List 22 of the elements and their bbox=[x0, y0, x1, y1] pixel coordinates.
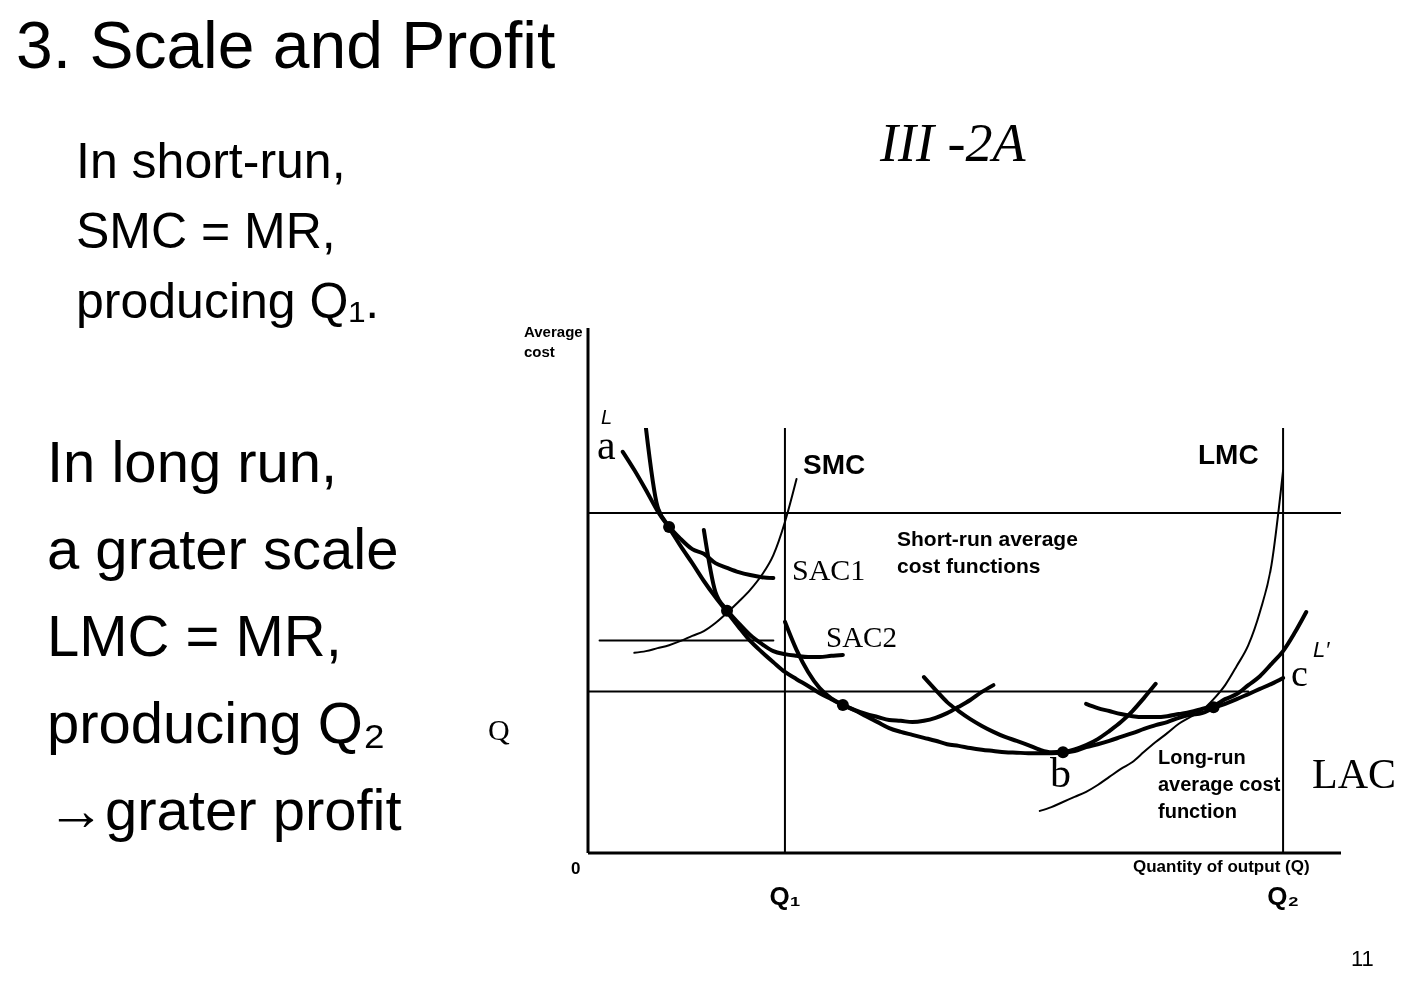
text: In long run, a grater scale LMC = MR, producing Q₂ →grater profit bbox=[47, 428, 402, 844]
x-axis-title: Quantity of output (Q) bbox=[1133, 857, 1310, 877]
text: 0 bbox=[571, 859, 581, 879]
text: L bbox=[601, 406, 613, 429]
text: 11 bbox=[1351, 946, 1374, 972]
annotation: Short-run average cost functions bbox=[897, 526, 1078, 579]
text: III -2A bbox=[880, 112, 1026, 175]
series-label: SAC2 bbox=[826, 621, 897, 655]
annotation: b bbox=[1050, 749, 1071, 798]
annotation: Long-run average cost function bbox=[1158, 745, 1281, 824]
x-tick-label: Q₁ bbox=[769, 881, 801, 911]
annotation: L′ bbox=[1313, 637, 1330, 663]
series-label: LAC bbox=[1312, 750, 1396, 799]
text: Q bbox=[488, 713, 510, 748]
series-label: SAC1 bbox=[792, 553, 866, 588]
y-axis-title: Average cost bbox=[524, 322, 583, 362]
chart-title: 3. Scale and Profit bbox=[16, 8, 556, 84]
annotation: c bbox=[1291, 652, 1308, 696]
series-label: SMC bbox=[803, 449, 866, 482]
text: In short-run, SMC = MR, producing Q₁. bbox=[76, 132, 380, 331]
series-label: LMC bbox=[1198, 439, 1259, 472]
x-tick-label: Q₂ bbox=[1267, 881, 1299, 911]
